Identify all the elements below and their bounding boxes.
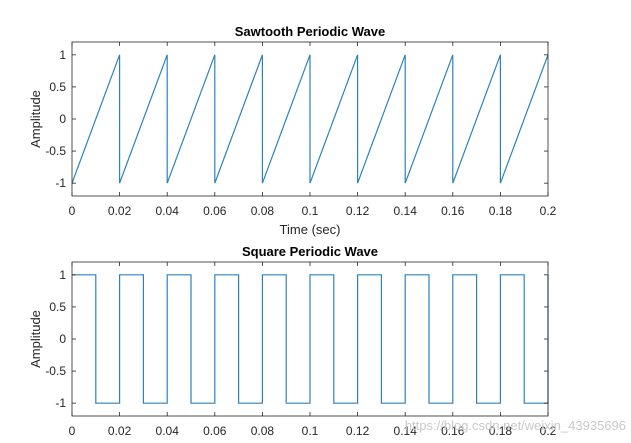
plot-2-x-tick-label: 0.06 bbox=[203, 424, 227, 438]
plot-1-x-tick-label: 0.04 bbox=[156, 204, 180, 218]
plot-1-x-tick-label: 0.14 bbox=[394, 204, 418, 218]
plot-1-y-tick-label: 0.5 bbox=[49, 80, 66, 94]
plot-1-x-tick-label: 0 bbox=[69, 204, 76, 218]
plot-1-x-tick-label: 0.08 bbox=[251, 204, 275, 218]
plot-1-title: Sawtooth Periodic Wave bbox=[235, 24, 386, 39]
plot-2-y-axis-label: Amplitude bbox=[28, 310, 43, 368]
plot-1-x-tick-label: 0.16 bbox=[441, 204, 465, 218]
plot-2-x-tick-label: 0.12 bbox=[346, 424, 370, 438]
plot-1-x-tick-label: 0.18 bbox=[489, 204, 513, 218]
plot-2-y-tick-label: -1 bbox=[55, 396, 66, 410]
plot-2-x-tick-label: 0 bbox=[69, 424, 76, 438]
plot-1-series-line bbox=[71, 54, 549, 184]
plot-1-x-tick-label: 0.06 bbox=[203, 204, 227, 218]
plot-1-x-tick-label: 0.02 bbox=[108, 204, 132, 218]
plot-2-x-tick-label: 0.14 bbox=[394, 424, 418, 438]
plot-2-title: Square Periodic Wave bbox=[242, 244, 378, 259]
plot-2-y-tick-label: 0.5 bbox=[49, 300, 66, 314]
plot-1-x-tick-label: 0.1 bbox=[302, 204, 319, 218]
plot-1-y-tick-label: -0.5 bbox=[45, 144, 66, 158]
plot-2-x-tick-label: 0.2 bbox=[540, 424, 557, 438]
plot-1-y-tick-label: -1 bbox=[55, 176, 66, 190]
plot-2-y-tick-label: 0 bbox=[59, 332, 66, 346]
plot-2-x-tick-label: 0.1 bbox=[302, 424, 319, 438]
plot-2-y-tick-label: 1 bbox=[59, 268, 66, 282]
plot-2-y-tick-label: -0.5 bbox=[45, 364, 66, 378]
plot-2-x-tick-label: 0.16 bbox=[441, 424, 465, 438]
watermark: https://blog.csdn.net/weixin_43935696 bbox=[405, 418, 626, 433]
plot-1-y-tick-label: 0 bbox=[59, 112, 66, 126]
plot-2-x-tick-label: 0.08 bbox=[251, 424, 275, 438]
plot-2-series-line bbox=[72, 274, 549, 404]
plot-1-y-tick-label: 1 bbox=[59, 48, 66, 62]
plot-2-x-tick-label: 0.02 bbox=[108, 424, 132, 438]
plot-1-x-tick-label: 0.12 bbox=[346, 204, 370, 218]
plot-1-y-axis-label: Amplitude bbox=[28, 90, 43, 148]
plot-1-x-tick-label: 0.2 bbox=[540, 204, 557, 218]
plot-2-x-tick-label: 0.18 bbox=[489, 424, 513, 438]
plot-1-x-axis-label: Time (sec) bbox=[280, 222, 341, 237]
plot-2-x-tick-label: 0.04 bbox=[156, 424, 180, 438]
